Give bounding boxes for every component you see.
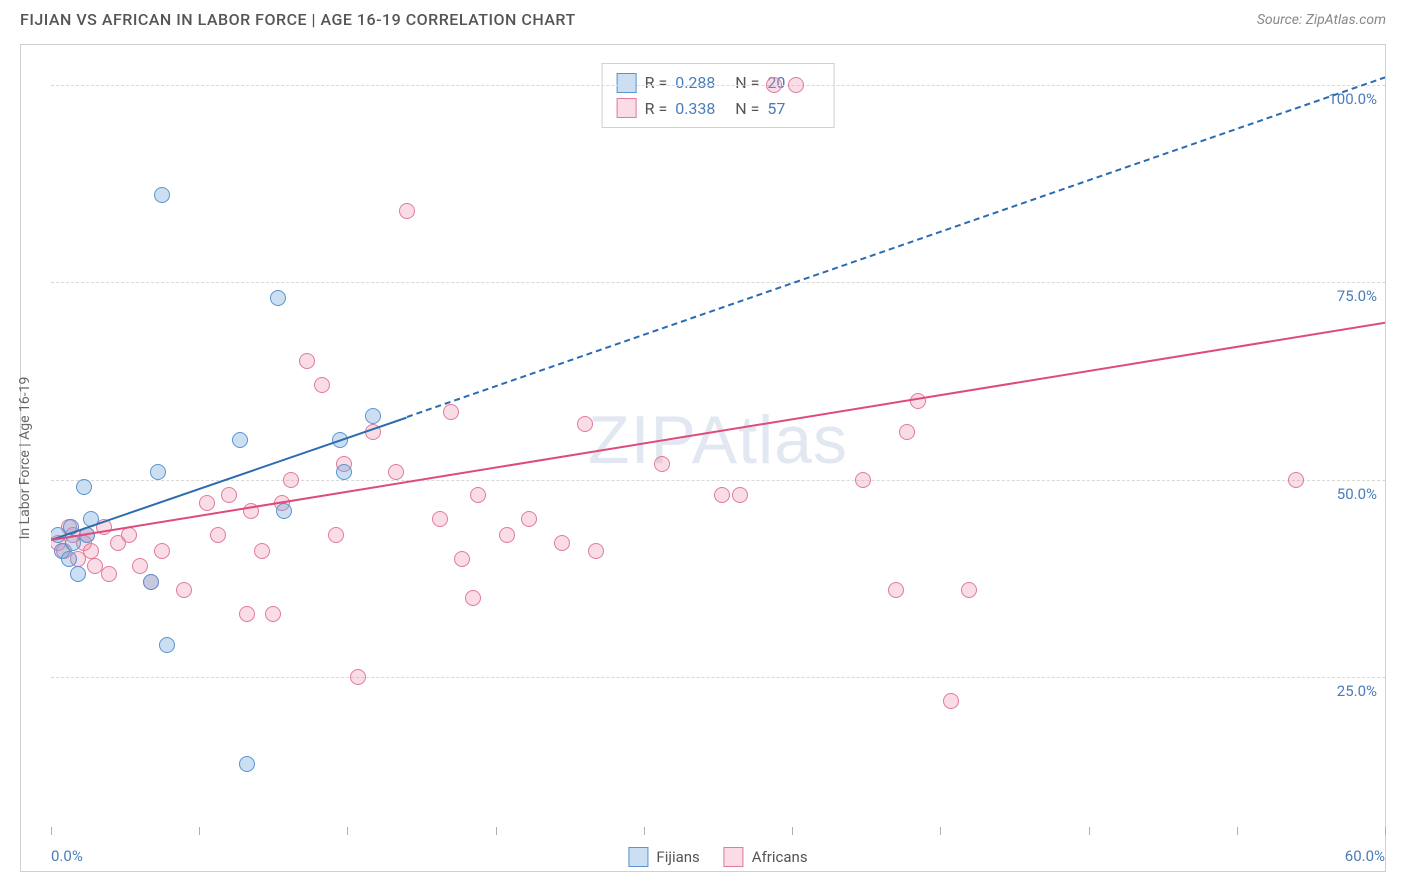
chart-container: In Labor Force | Age 16-19 ZIPAtlas R = 0… bbox=[20, 44, 1386, 872]
scatter-point-africans bbox=[943, 693, 959, 709]
legend-swatch-fijians bbox=[617, 73, 637, 93]
scatter-point-africans bbox=[388, 464, 404, 480]
legend-item-fijians: Fijians bbox=[628, 847, 699, 867]
scatter-point-africans bbox=[714, 487, 730, 503]
scatter-point-africans bbox=[899, 424, 915, 440]
scatter-point-africans bbox=[470, 487, 486, 503]
x-tick bbox=[347, 827, 348, 835]
scatter-point-africans bbox=[314, 377, 330, 393]
chart-title: FIJIAN VS AFRICAN IN LABOR FORCE | AGE 1… bbox=[20, 10, 576, 29]
scatter-point-africans bbox=[465, 590, 481, 606]
scatter-point-africans bbox=[254, 543, 270, 559]
scatter-point-africans bbox=[961, 582, 977, 598]
x-tick bbox=[1385, 827, 1386, 835]
scatter-point-africans bbox=[788, 77, 804, 93]
x-tick bbox=[51, 827, 52, 835]
legend-swatch-africans bbox=[724, 847, 744, 867]
scatter-point-africans bbox=[521, 511, 537, 527]
gridline bbox=[51, 677, 1385, 678]
scatter-point-fijians bbox=[143, 574, 159, 590]
n-label: N = bbox=[735, 96, 759, 122]
scatter-point-fijians bbox=[276, 503, 292, 519]
scatter-point-africans bbox=[654, 456, 670, 472]
n-label: N = bbox=[735, 70, 759, 96]
gridline bbox=[51, 282, 1385, 283]
y-tick-label: 75.0% bbox=[1337, 287, 1377, 305]
x-tick-label: 60.0% bbox=[1345, 847, 1385, 865]
y-axis-title: In Labor Force | Age 16-19 bbox=[17, 295, 33, 458]
x-tick-label: 0.0% bbox=[51, 847, 83, 865]
legend-label: Africans bbox=[752, 848, 808, 866]
x-tick bbox=[792, 827, 793, 835]
r-value: 0.338 bbox=[675, 96, 727, 122]
legend-item-africans: Africans bbox=[724, 847, 808, 867]
scatter-point-africans bbox=[1288, 472, 1304, 488]
scatter-point-africans bbox=[176, 582, 192, 598]
scatter-point-fijians bbox=[336, 464, 352, 480]
x-tick bbox=[644, 827, 645, 835]
watermark-text: ZIPAtlas bbox=[588, 401, 848, 479]
scatter-point-africans bbox=[239, 606, 255, 622]
scatter-point-fijians bbox=[154, 187, 170, 203]
stats-legend: R =0.288N =20R =0.338N =57 bbox=[602, 63, 835, 128]
scatter-point-africans bbox=[132, 558, 148, 574]
scatter-point-africans bbox=[499, 527, 515, 543]
scatter-point-africans bbox=[221, 487, 237, 503]
scatter-point-africans bbox=[154, 543, 170, 559]
scatter-point-fijians bbox=[239, 756, 255, 772]
scatter-point-africans bbox=[577, 416, 593, 432]
legend-label: Fijians bbox=[656, 848, 699, 866]
scatter-point-africans bbox=[199, 495, 215, 511]
scatter-point-africans bbox=[432, 511, 448, 527]
scatter-point-africans bbox=[766, 77, 782, 93]
x-tick bbox=[940, 827, 941, 835]
x-tick bbox=[496, 827, 497, 835]
x-axis: Fijians Africans 0.0% 60.0% bbox=[51, 835, 1385, 871]
r-label: R = bbox=[645, 96, 668, 122]
scatter-point-fijians bbox=[365, 408, 381, 424]
scatter-point-africans bbox=[283, 472, 299, 488]
n-value: 57 bbox=[767, 96, 819, 122]
scatter-point-africans bbox=[888, 582, 904, 598]
scatter-point-africans bbox=[732, 487, 748, 503]
scatter-point-africans bbox=[328, 527, 344, 543]
legend-swatch-africans bbox=[617, 98, 637, 118]
scatter-point-africans bbox=[554, 535, 570, 551]
x-tick bbox=[1237, 827, 1238, 835]
source-label: Source: ZipAtlas.com bbox=[1257, 12, 1386, 28]
plot-area: ZIPAtlas R =0.288N =20R =0.338N =57 25.0… bbox=[51, 45, 1385, 835]
stats-row-africans: R = 0.338 N = 57 bbox=[617, 96, 820, 122]
trend-line bbox=[406, 77, 1385, 419]
scatter-point-fijians bbox=[61, 551, 77, 567]
scatter-point-africans bbox=[101, 566, 117, 582]
series-legend: Fijians Africans bbox=[628, 847, 807, 867]
scatter-point-fijians bbox=[76, 479, 92, 495]
scatter-point-africans bbox=[265, 606, 281, 622]
scatter-point-africans bbox=[299, 353, 315, 369]
scatter-point-africans bbox=[83, 543, 99, 559]
scatter-point-africans bbox=[454, 551, 470, 567]
scatter-point-africans bbox=[588, 543, 604, 559]
x-tick bbox=[199, 827, 200, 835]
y-tick-label: 25.0% bbox=[1337, 682, 1377, 700]
scatter-point-fijians bbox=[70, 566, 86, 582]
gridline bbox=[51, 480, 1385, 481]
scatter-point-fijians bbox=[150, 464, 166, 480]
scatter-point-africans bbox=[443, 404, 459, 420]
scatter-point-africans bbox=[399, 203, 415, 219]
scatter-point-africans bbox=[210, 527, 226, 543]
scatter-point-africans bbox=[855, 472, 871, 488]
scatter-point-fijians bbox=[232, 432, 248, 448]
chart-header: FIJIAN VS AFRICAN IN LABOR FORCE | AGE 1… bbox=[0, 0, 1406, 41]
r-label: R = bbox=[645, 70, 668, 96]
trend-line bbox=[51, 322, 1385, 541]
scatter-point-fijians bbox=[159, 637, 175, 653]
scatter-point-africans bbox=[350, 669, 366, 685]
r-value: 0.288 bbox=[675, 70, 727, 96]
gridline bbox=[51, 85, 1385, 86]
y-tick-label: 50.0% bbox=[1337, 485, 1377, 503]
scatter-point-fijians bbox=[270, 290, 286, 306]
legend-swatch-fijians bbox=[628, 847, 648, 867]
x-tick bbox=[1089, 827, 1090, 835]
